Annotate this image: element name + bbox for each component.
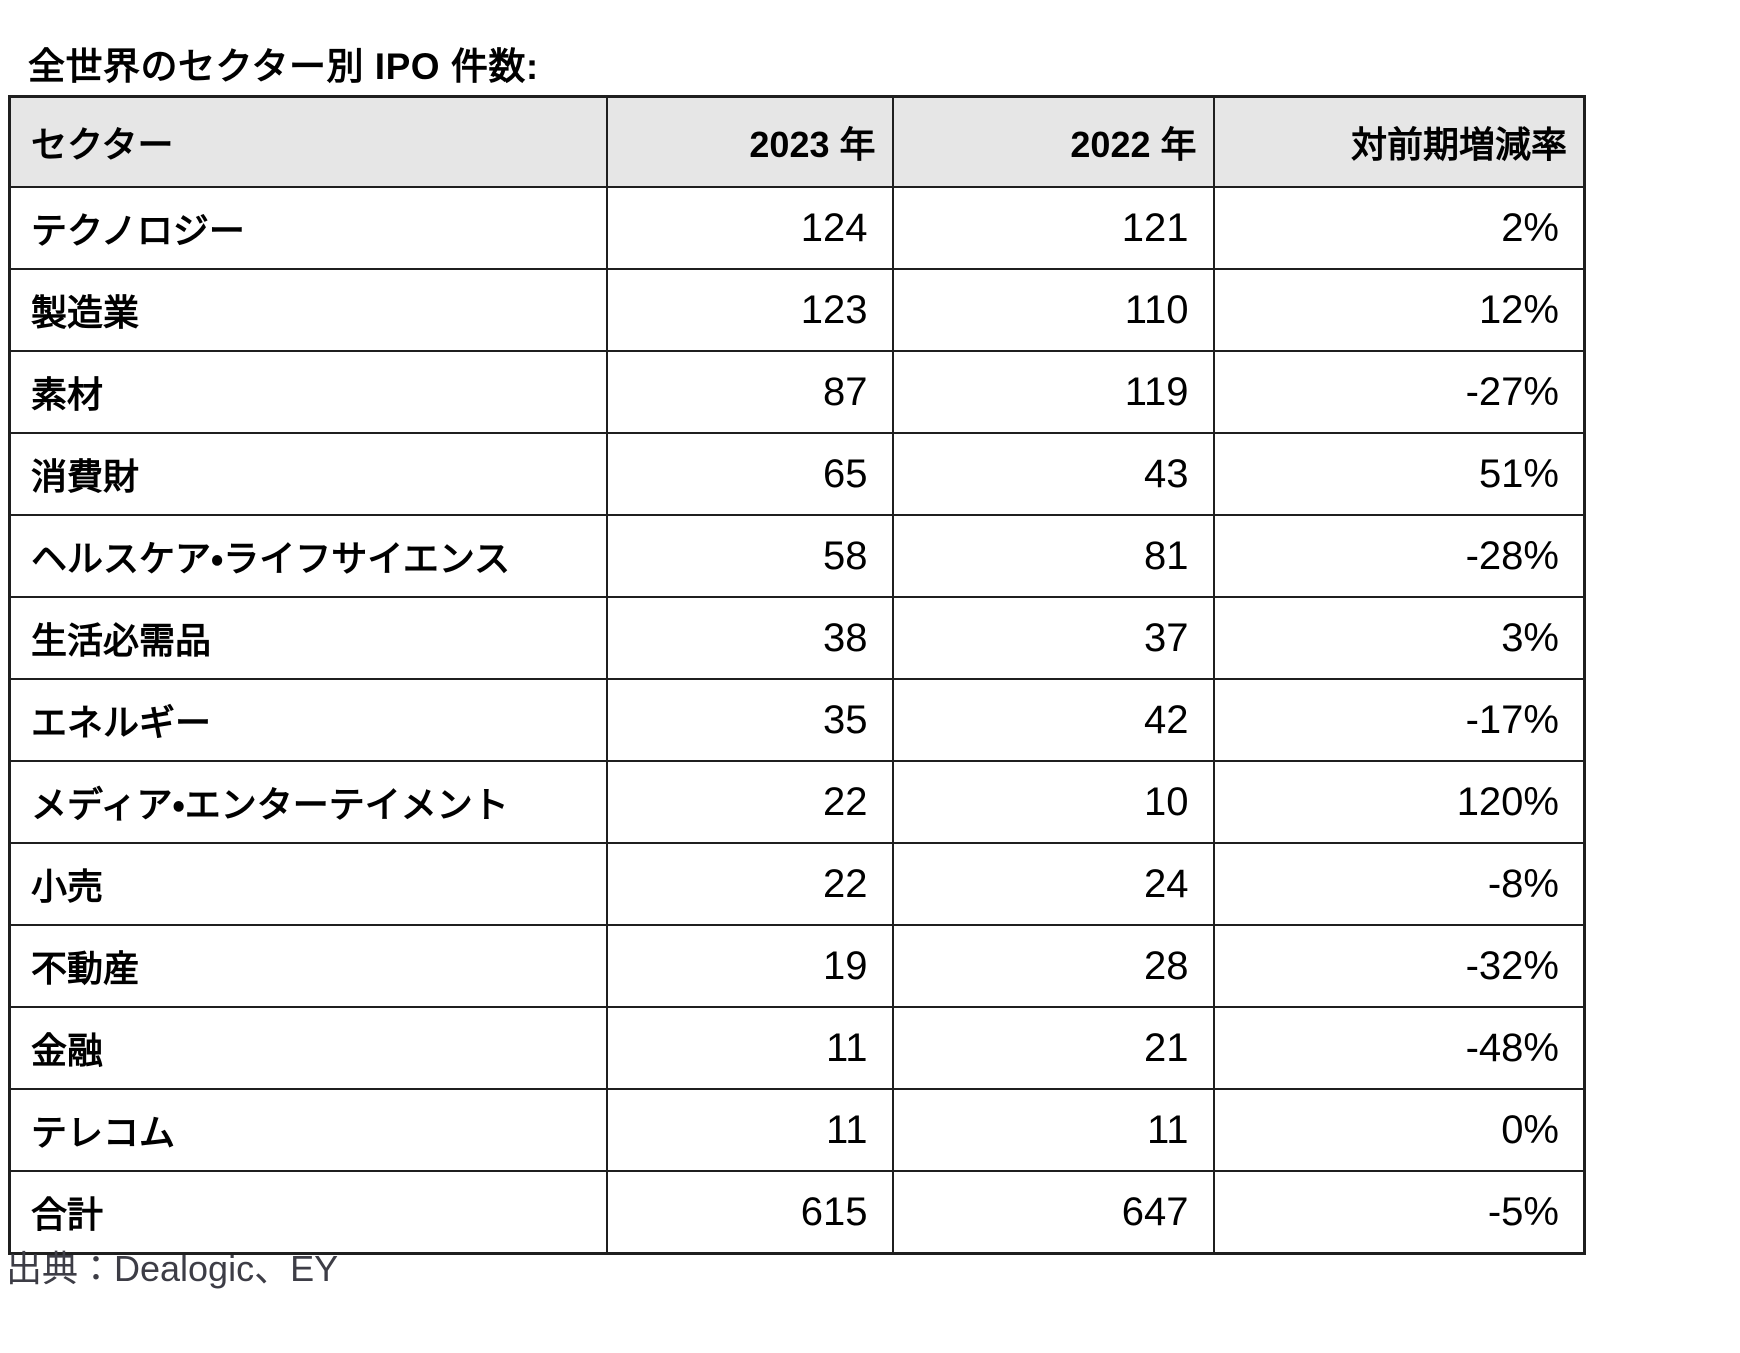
sector-cell: 製造業 <box>8 268 608 352</box>
sector-cell: 消費財 <box>8 432 608 516</box>
total-row: 合計 615 647 -5% <box>8 1170 1586 1255</box>
table-row: メディア・エンターテイメント 22 10 120% <box>8 760 1586 844</box>
value-2023-cell: 124 <box>605 186 894 270</box>
value-2022-cell: 121 <box>891 186 1215 270</box>
table-row: エネルギー 35 42 -17% <box>8 678 1586 762</box>
table-row: 不動産 19 28 -32% <box>8 924 1586 1008</box>
table-body: テクノロジー 124 121 2% 製造業 123 110 12% 素材 87 119 -27% 消費財… <box>8 186 1586 1255</box>
sector-cell: 合計 <box>8 1170 608 1255</box>
column-header-2023: 2023 年 <box>605 95 894 188</box>
value-2023-cell: 123 <box>605 268 894 352</box>
change-rate-cell: -8% <box>1212 842 1586 926</box>
value-2022-cell: 81 <box>891 514 1215 598</box>
value-2022-cell: 110 <box>891 268 1215 352</box>
sector-cell: テレコム <box>8 1088 608 1172</box>
ipo-sector-table: セクター 2023 年 2022 年 対前期増減率 テクノロジー 124 121 2%… <box>8 95 1586 1255</box>
change-rate-cell: 12% <box>1212 268 1586 352</box>
value-2023-cell: 22 <box>605 842 894 926</box>
value-2022-cell: 11 <box>891 1088 1215 1172</box>
table-row: テクノロジー 124 121 2% <box>8 186 1586 270</box>
sector-cell: テクノロジー <box>8 186 608 270</box>
table-row: 小売 22 24 -8% <box>8 842 1586 926</box>
value-2022-cell: 42 <box>891 678 1215 762</box>
value-2023-cell: 65 <box>605 432 894 516</box>
table-row: 製造業 123 110 12% <box>8 268 1586 352</box>
change-rate-cell: 0% <box>1212 1088 1586 1172</box>
change-rate-cell: 3% <box>1212 596 1586 680</box>
column-header-change-rate: 対前期増減率 <box>1212 95 1586 188</box>
table-row: 消費財 65 43 51% <box>8 432 1586 516</box>
table-row: 金融 11 21 -48% <box>8 1006 1586 1090</box>
change-rate-cell: -32% <box>1212 924 1586 1008</box>
source-note: 出典：Dealogic、EY <box>6 1248 339 1289</box>
value-2023-cell: 22 <box>605 760 894 844</box>
sector-cell: エネルギー <box>8 678 608 762</box>
value-2022-cell: 10 <box>891 760 1215 844</box>
sector-cell: 不動産 <box>8 924 608 1008</box>
change-rate-cell: 120% <box>1212 760 1586 844</box>
value-2023-cell: 19 <box>605 924 894 1008</box>
sector-cell: ヘルスケア・ライフサイエンス <box>8 514 608 598</box>
value-2022-cell: 37 <box>891 596 1215 680</box>
page-title: 全世界のセクター別 IPO 件数: <box>28 46 539 87</box>
value-2023-cell: 11 <box>605 1006 894 1090</box>
table-row: テレコム 11 11 0% <box>8 1088 1586 1172</box>
table-row: 生活必需品 38 37 3% <box>8 596 1586 680</box>
value-2023-cell: 58 <box>605 514 894 598</box>
sector-cell: 金融 <box>8 1006 608 1090</box>
change-rate-cell: -48% <box>1212 1006 1586 1090</box>
value-2023-cell: 615 <box>605 1170 894 1255</box>
change-rate-cell: -28% <box>1212 514 1586 598</box>
value-2023-cell: 87 <box>605 350 894 434</box>
value-2022-cell: 21 <box>891 1006 1215 1090</box>
change-rate-cell: -27% <box>1212 350 1586 434</box>
column-header-sector: セクター <box>8 95 608 188</box>
sector-cell: メディア・エンターテイメント <box>8 760 608 844</box>
sector-cell: 素材 <box>8 350 608 434</box>
value-2022-cell: 119 <box>891 350 1215 434</box>
value-2023-cell: 11 <box>605 1088 894 1172</box>
change-rate-cell: -17% <box>1212 678 1586 762</box>
column-header-2022: 2022 年 <box>891 95 1215 188</box>
table-row: ヘルスケア・ライフサイエンス 58 81 -28% <box>8 514 1586 598</box>
table-header-row: セクター 2023 年 2022 年 対前期増減率 <box>8 95 1586 188</box>
table-row: 素材 87 119 -27% <box>8 350 1586 434</box>
change-rate-cell: 51% <box>1212 432 1586 516</box>
sector-cell: 小売 <box>8 842 608 926</box>
value-2023-cell: 35 <box>605 678 894 762</box>
change-rate-cell: 2% <box>1212 186 1586 270</box>
change-rate-cell: -5% <box>1212 1170 1586 1255</box>
value-2022-cell: 24 <box>891 842 1215 926</box>
value-2022-cell: 43 <box>891 432 1215 516</box>
value-2022-cell: 647 <box>891 1170 1215 1255</box>
value-2023-cell: 38 <box>605 596 894 680</box>
sector-cell: 生活必需品 <box>8 596 608 680</box>
value-2022-cell: 28 <box>891 924 1215 1008</box>
